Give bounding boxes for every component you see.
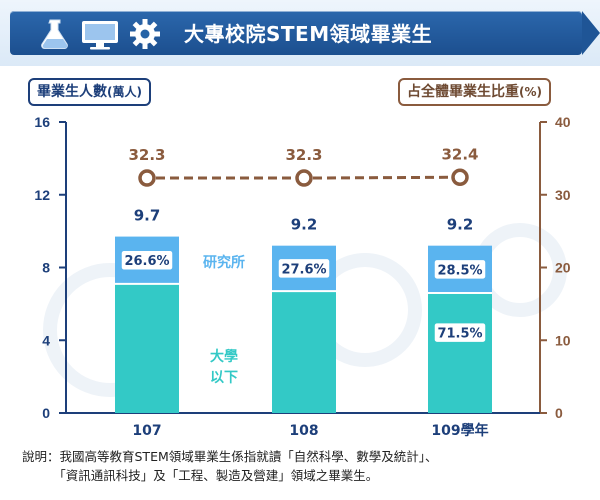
bar-university-0 (115, 283, 179, 413)
share-value-label: 32.4 (441, 145, 478, 163)
header-banner: 大專校院STEM領域畢業生 (0, 0, 600, 66)
right-tick-label: 0 (555, 405, 563, 421)
right-tick-label: 40 (555, 114, 571, 130)
share-point (295, 169, 313, 187)
left-tick-label: 4 (42, 332, 50, 348)
right-axis-title: 占全體畢業生比重(%) (398, 78, 551, 106)
bar-university-2 (428, 292, 492, 413)
right-axis-unit: (%) (519, 85, 542, 99)
gear-icon (128, 17, 162, 51)
university-share-label: 71.5% (437, 327, 482, 342)
category-label: 107 (132, 423, 161, 439)
bar-total-label: 9.2 (447, 216, 474, 234)
right-axis-title-text: 占全體畢業生比重 (407, 84, 519, 100)
graduate-share-label: 26.6% (124, 254, 169, 269)
left-axis-unit: (萬人) (107, 85, 142, 99)
left-tick-label: 16 (34, 114, 50, 130)
bar-total-label: 9.2 (291, 216, 318, 234)
left-tick-label: 12 (34, 187, 50, 203)
graduate-share-label: 28.5% (437, 263, 482, 278)
graduate-share-box (120, 249, 174, 271)
left-tick-label: 0 (42, 405, 50, 421)
series-label-university-line2: 以下 (210, 370, 238, 386)
left-tick-label: 8 (42, 260, 50, 276)
share-point (138, 169, 156, 187)
category-label: 109學年 (431, 422, 488, 439)
graduate-share-label: 27.6% (281, 262, 326, 277)
share-point (451, 168, 469, 187)
right-tick-label: 20 (555, 260, 571, 276)
graduate-share-box (277, 257, 331, 280)
bar-university-1 (272, 291, 336, 413)
series-label-university-line1: 大學 (210, 348, 238, 365)
right-tick-label: 30 (555, 187, 571, 203)
share-value-label: 32.3 (285, 146, 322, 164)
footnote: 說明：我國高等教育STEM領域畢業生係指就讀「自然科學、數學及統計」、 「資訊通… (22, 449, 438, 483)
left-axis-title: 畢業生人數(萬人) (28, 78, 151, 106)
monitor-icon (80, 18, 120, 50)
left-axis-title-text: 畢業生人數 (37, 84, 107, 100)
series-label-graduate: 研究所 (203, 254, 245, 271)
right-tick-label: 10 (555, 332, 571, 348)
category-label: 108 (289, 423, 318, 439)
share-line-segment (312, 175, 452, 180)
flask-icon (38, 18, 72, 50)
header-icon-row (38, 17, 162, 51)
stacked-bar-chart: 0 4 8 12 16 0 10 20 30 40 9.7 26.6% 107 9.2 27.6% 108 9.… (34, 114, 571, 439)
share-value-label: 32.3 (128, 146, 165, 164)
graduate-share-box (433, 258, 487, 281)
page-title: 大專校院STEM領域畢業生 (184, 22, 433, 46)
bar-total-label: 9.7 (134, 207, 161, 225)
university-share-box (433, 321, 487, 344)
